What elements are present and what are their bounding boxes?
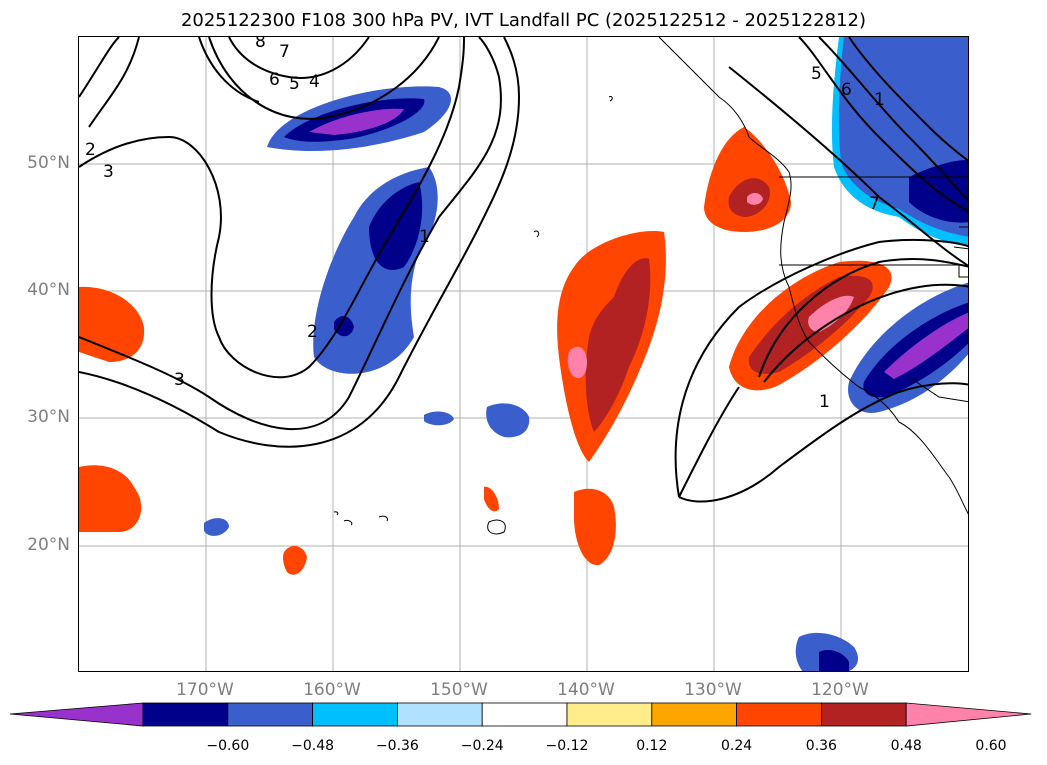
- contour-label: 7: [869, 194, 880, 214]
- contour-label: 6: [841, 80, 852, 100]
- contour-label: 3: [174, 370, 185, 390]
- colorbar-tick-label: −0.12: [545, 738, 589, 754]
- colorbar-tick-label: −0.60: [206, 738, 250, 754]
- colorbar-tick-label: 0.12: [636, 738, 668, 754]
- contour-label: 4: [309, 72, 320, 92]
- lat-label-30n: 30°N: [27, 407, 70, 427]
- colorbar-extend-high: [905, 702, 1032, 727]
- lat-label-20n: 20°N: [27, 535, 70, 555]
- lat-label-50n: 50°N: [27, 153, 70, 173]
- contour-label: 1: [419, 227, 430, 247]
- contour-labels: 8 7 6 5 4 2 3 3 2 1 1 1 5 6 7: [85, 37, 885, 412]
- figure-title: 2025122300 F108 300 hPa PV, IVT Landfall…: [180, 10, 867, 31]
- lon-label-130w: 130°W: [684, 680, 742, 700]
- colorbar-segment: [821, 702, 907, 727]
- contour-label: 8: [255, 37, 266, 52]
- colorbar-tick-label: 0.60: [975, 738, 1007, 754]
- colorbar-segment: [396, 702, 483, 727]
- lon-label-150w: 150°W: [430, 680, 488, 700]
- contour-label: 2: [307, 322, 318, 342]
- lon-label-170w: 170°W: [176, 680, 234, 700]
- colorbar-tick-label: −0.48: [291, 738, 335, 754]
- colorbar-segment: [481, 702, 568, 727]
- colorbar-segment: [312, 702, 398, 727]
- colorbar-segment: [651, 702, 737, 727]
- colorbar: [10, 702, 1032, 727]
- colorbar-tick-label: 0.36: [805, 738, 837, 754]
- lat-label-40n: 40°N: [27, 280, 70, 300]
- colorbar-extend-low: [10, 702, 144, 727]
- contour-label: 6: [269, 70, 280, 90]
- contour-label: 7: [279, 42, 290, 62]
- lon-label-120w: 120°W: [811, 680, 869, 700]
- colorbar-tick-label: 0.24: [721, 738, 753, 754]
- contour-label: 5: [289, 74, 300, 94]
- map-canvas: 8 7 6 5 4 2 3 3 2 1 1 1 5 6 7: [79, 37, 968, 671]
- colorbar-tick-label: −0.36: [375, 738, 419, 754]
- colorbar-tick-label: −0.24: [460, 738, 504, 754]
- colorbar-tick-label: 0.48: [890, 738, 922, 754]
- pv-contours: [79, 37, 968, 503]
- colorbar-segment: [736, 702, 822, 727]
- contour-label: 1: [819, 392, 830, 412]
- colorbar-segment: [566, 702, 653, 727]
- positive-anomaly-fills: [79, 127, 892, 575]
- contour-label: 1: [874, 90, 885, 110]
- contour-label: 3: [103, 162, 114, 182]
- map-panel: 8 7 6 5 4 2 3 3 2 1 1 1 5 6 7: [78, 36, 969, 672]
- lon-label-140w: 140°W: [557, 680, 615, 700]
- colorbar-segment: [227, 702, 314, 727]
- contour-label: 2: [85, 140, 96, 160]
- colorbar-segment: [142, 702, 229, 727]
- contour-label: 5: [811, 64, 822, 84]
- lon-label-160w: 160°W: [303, 680, 361, 700]
